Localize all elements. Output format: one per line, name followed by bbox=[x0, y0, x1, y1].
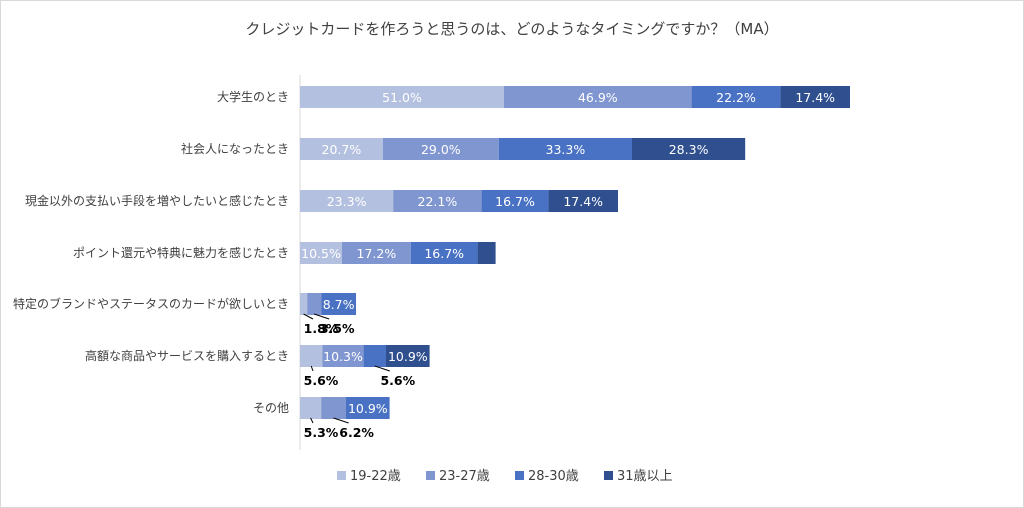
bar-segment bbox=[300, 242, 342, 264]
bar-segment bbox=[322, 345, 364, 367]
bar-segment bbox=[300, 293, 308, 315]
data-label: 16.7% bbox=[495, 194, 535, 209]
legend: 19-22歳 23-27歳 28-30歳 31歳以上 bbox=[337, 469, 673, 484]
data-label-leader bbox=[310, 417, 314, 424]
data-label: 10.5% bbox=[301, 246, 341, 261]
category-label: ポイント還元や特典に魅力を感じたとき bbox=[73, 245, 289, 260]
data-label-leader bbox=[333, 417, 349, 424]
data-label: 17.2% bbox=[357, 246, 397, 261]
category-label: 社会人になったとき bbox=[181, 141, 289, 156]
legend-entry: 28-30歳 bbox=[528, 469, 579, 484]
bar-segment bbox=[300, 138, 383, 160]
data-label: 46.9% bbox=[578, 90, 618, 105]
bar-segment bbox=[300, 86, 504, 108]
data-label-leader bbox=[374, 365, 390, 372]
data-label: 28.3% bbox=[669, 142, 709, 157]
data-label: 6.2% bbox=[339, 425, 374, 440]
category-label: 大学生のとき bbox=[217, 89, 289, 104]
legend-entry: 19-22歳 bbox=[350, 469, 401, 484]
bar-segment bbox=[548, 190, 618, 212]
bar-segment bbox=[382, 138, 499, 160]
data-label: 22.1% bbox=[418, 194, 458, 209]
data-label: 5.3% bbox=[304, 425, 339, 440]
data-label: 5.6% bbox=[380, 373, 415, 388]
data-label: 10.9% bbox=[348, 401, 388, 416]
bar-segment bbox=[691, 86, 781, 108]
data-label: 17.4% bbox=[795, 90, 835, 105]
data-label: 10.9% bbox=[388, 349, 428, 364]
data-label: 5.6% bbox=[304, 373, 339, 388]
bar-segment bbox=[363, 345, 386, 367]
data-label: 23.3% bbox=[327, 194, 367, 209]
legend-swatch bbox=[515, 471, 524, 480]
data-label-leader bbox=[310, 365, 314, 372]
data-label: 10.3% bbox=[323, 349, 363, 364]
data-label: 51.0% bbox=[382, 90, 422, 105]
bar-segment bbox=[321, 397, 346, 419]
bar-segment bbox=[504, 86, 692, 108]
bar-segment bbox=[477, 242, 496, 264]
bar-segment bbox=[300, 345, 323, 367]
data-label: 22.2% bbox=[716, 90, 756, 105]
bar-segment bbox=[346, 397, 390, 419]
legend-entry: 31歳以上 bbox=[617, 469, 673, 484]
bar-segment bbox=[410, 242, 478, 264]
bar-segment bbox=[393, 190, 482, 212]
bar-segment bbox=[632, 138, 746, 160]
bar-segment bbox=[300, 397, 322, 419]
bar-segment bbox=[780, 86, 850, 108]
legend-swatch bbox=[337, 471, 346, 480]
bar-segment bbox=[300, 190, 394, 212]
data-label: 29.0% bbox=[421, 142, 461, 157]
category-label: 特定のブランドやステータスのカードが欲しいとき bbox=[13, 296, 289, 311]
data-label-leader bbox=[303, 313, 314, 320]
category-label: 現金以外の支払い手段を増やしたいと感じたとき bbox=[25, 193, 289, 208]
bar-segment bbox=[321, 293, 356, 315]
data-label: 1.8% bbox=[304, 321, 339, 336]
category-label: 高額な商品やサービスを購入するとき bbox=[85, 348, 289, 363]
data-label: 3.5% bbox=[320, 321, 355, 336]
bar-segment bbox=[307, 293, 322, 315]
data-label: 8.7% bbox=[323, 297, 355, 312]
legend-swatch bbox=[426, 471, 435, 480]
data-label: 20.7% bbox=[322, 142, 362, 157]
data-label: 33.3% bbox=[546, 142, 586, 157]
bar-segment bbox=[481, 190, 549, 212]
bar-segment bbox=[386, 345, 430, 367]
plot-area: 大学生のとき 51.0% 46.9% 22.2% 17.4% 社会人になったとき 20.7%… bbox=[13, 86, 850, 440]
category-label: その他 bbox=[253, 401, 289, 415]
bar-segment bbox=[498, 138, 632, 160]
chart-title: クレジットカードを作ろうと思うのは、どのようなタイミングですか？（MA） bbox=[245, 20, 778, 38]
bar-segment bbox=[342, 242, 411, 264]
data-label: 16.7% bbox=[424, 246, 464, 261]
legend-swatch bbox=[604, 471, 613, 480]
legend-entry: 23-27歳 bbox=[439, 469, 490, 484]
data-label: 17.4% bbox=[563, 194, 603, 209]
data-label-leader bbox=[314, 313, 330, 320]
